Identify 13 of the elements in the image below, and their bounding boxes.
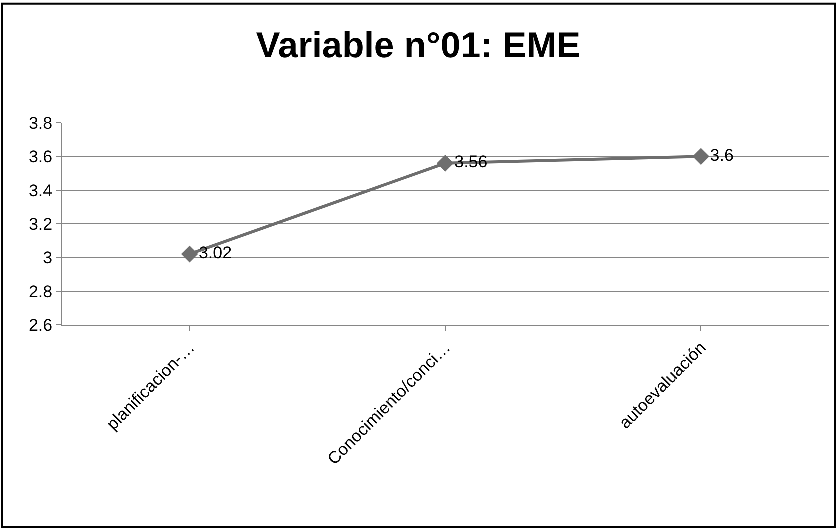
y-tick-label: 3	[43, 248, 53, 268]
data-label: 3.6	[710, 146, 734, 165]
point	[437, 154, 454, 172]
y-tick-label: 3.6	[28, 148, 53, 167]
point	[181, 246, 198, 263]
y-tick-label: 3.2	[28, 214, 53, 234]
point	[692, 148, 710, 166]
y-tick-label: 3.8	[28, 114, 53, 133]
y-tick-label: 2.6	[28, 316, 53, 335]
chart-title: Variable n°01: EME	[256, 24, 581, 66]
y-tick-label: 3.4	[28, 181, 53, 200]
y-tick-label: 2.8	[28, 282, 53, 302]
data-label: 3.02	[198, 244, 232, 263]
